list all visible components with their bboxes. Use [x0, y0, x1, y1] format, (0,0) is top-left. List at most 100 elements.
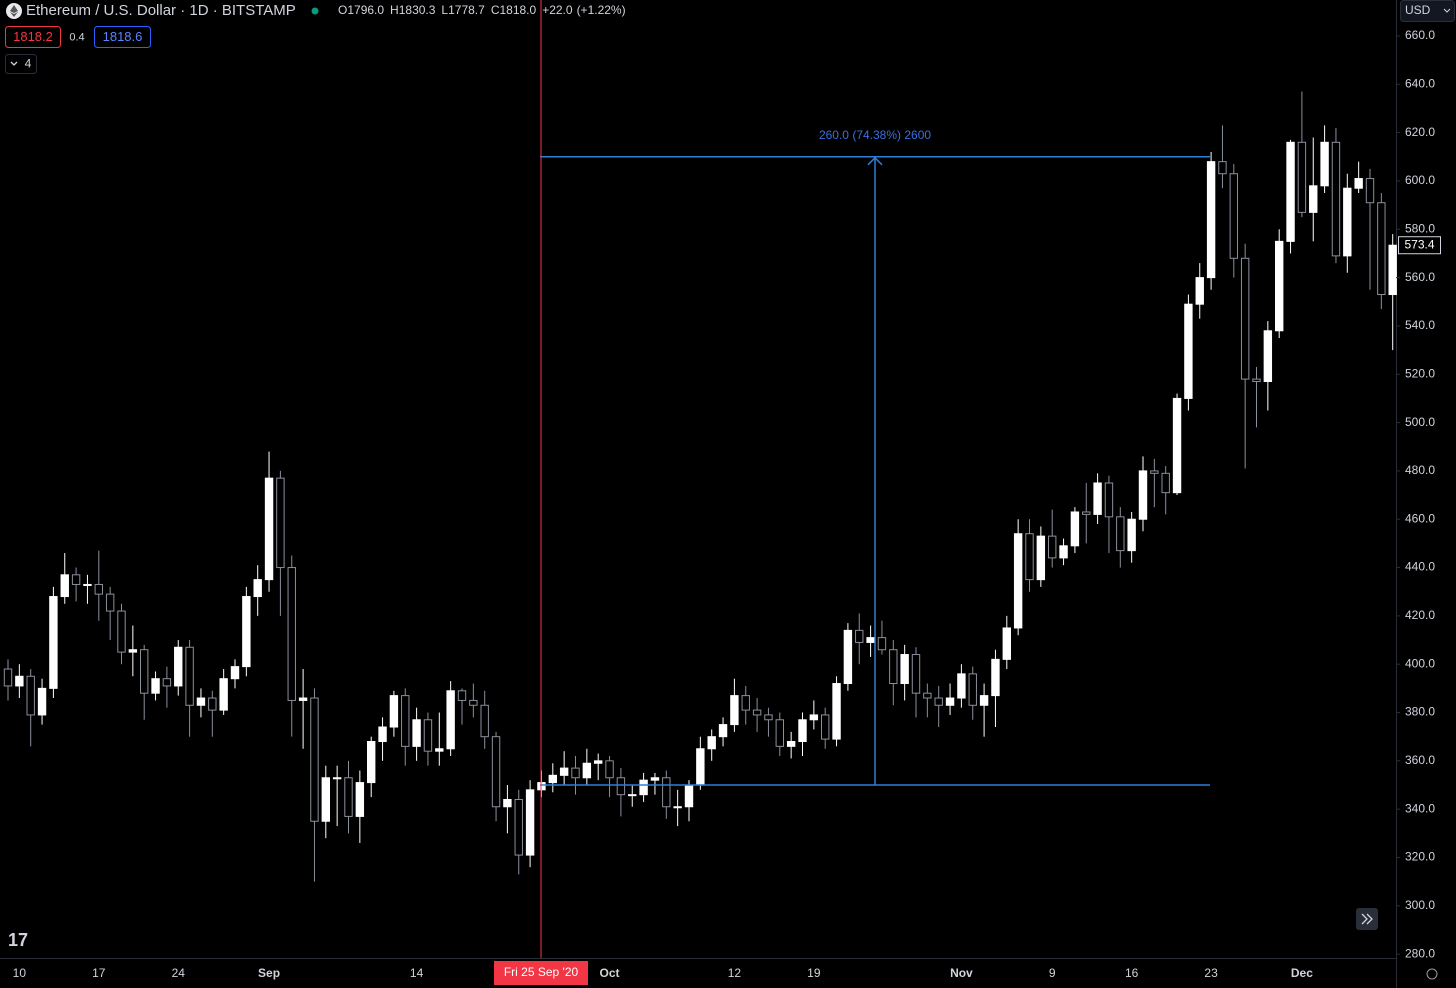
candle-body [696, 748, 705, 786]
candle-body [3, 668, 13, 687]
x-tick-label: 16 [1125, 966, 1139, 980]
candle-body [389, 695, 399, 728]
indicator-toggle[interactable] [5, 54, 37, 74]
candle-body [968, 673, 977, 706]
indicator-count: 4 [25, 57, 32, 71]
candle-body [83, 583, 92, 586]
bid-badge[interactable] [5, 26, 61, 48]
candle-body [843, 629, 853, 685]
candle-body [514, 799, 523, 856]
y-tick-label: 440.0 [1405, 560, 1435, 574]
candle-body [979, 695, 989, 706]
legend-value: 1778.7 [448, 3, 485, 17]
y-tick-label: 380.0 [1405, 705, 1435, 719]
plot [3, 91, 1397, 882]
candle-body [151, 678, 160, 694]
candle-body [1127, 518, 1136, 552]
candle-body [15, 675, 24, 687]
candle-body [752, 709, 762, 716]
candle-body [253, 579, 262, 598]
candle-body [310, 697, 319, 822]
y-tick-label: 420.0 [1405, 608, 1435, 622]
candle-body [1343, 187, 1352, 257]
ask-badge[interactable] [94, 26, 151, 48]
candle-body [809, 714, 819, 721]
x-tick-label: Oct [600, 966, 620, 980]
candle-body [1013, 533, 1023, 629]
candle-body [934, 697, 943, 706]
candle-body [423, 719, 433, 752]
candle-body [1263, 330, 1273, 383]
candle-body [1297, 141, 1307, 213]
candle-body [117, 610, 126, 653]
y-tick-label: 300.0 [1405, 898, 1435, 912]
y-tick-label: 340.0 [1405, 801, 1435, 815]
x-tick-label: 14 [410, 966, 424, 980]
market-status [311, 7, 319, 15]
x-tick-label: 17 [92, 966, 106, 980]
candle-body [1150, 470, 1159, 474]
candle-body [264, 477, 274, 581]
y-tick-label: 460.0 [1405, 511, 1435, 525]
legend-value: 1830.3 [399, 3, 436, 17]
candle-body [605, 760, 614, 779]
candle-body [1309, 185, 1318, 213]
scroll-icon [1361, 913, 1373, 925]
candle-body [457, 690, 467, 701]
currency-button[interactable] [1400, 0, 1455, 22]
x-tick-label: 24 [172, 966, 186, 980]
candle-body [344, 777, 353, 817]
candle-body [185, 646, 194, 706]
settings-icon[interactable] [1426, 968, 1438, 980]
x-tick-label: 23 [1204, 966, 1218, 980]
candle-body [208, 697, 217, 711]
candle-body [786, 741, 796, 747]
y-tick-label: 480.0 [1405, 463, 1435, 477]
last-price-box [1398, 236, 1441, 255]
candle-body [525, 789, 535, 856]
candle-body [855, 629, 864, 643]
candle-body [1048, 535, 1057, 559]
candle-body [1104, 482, 1114, 518]
candle-body [673, 806, 682, 809]
candle-body [1388, 244, 1397, 296]
candle-body [1195, 277, 1204, 305]
candle-body [616, 777, 626, 796]
y-tick-label: 320.0 [1405, 850, 1435, 864]
candle-body [503, 799, 512, 808]
candle-body [1240, 257, 1250, 380]
y-tick-label: 540.0 [1405, 318, 1435, 332]
candle-body [94, 583, 103, 595]
candle-body [548, 774, 557, 784]
candle-body [798, 719, 807, 743]
candle-body [957, 673, 966, 699]
candle-body [1218, 161, 1227, 175]
chevron [10, 61, 18, 66]
candle-body [1377, 202, 1386, 296]
candle-body [866, 637, 875, 643]
legend-key: H [390, 3, 399, 17]
candle-body [741, 695, 750, 711]
y-tick-label: 280.0 [1405, 946, 1435, 960]
candle-body [1036, 535, 1046, 581]
candle-body [889, 649, 898, 685]
candle-body [1184, 303, 1193, 399]
tv-logo: 17 [8, 930, 28, 950]
candle-body [26, 675, 35, 716]
candle-body [174, 646, 183, 687]
currency: USD [1405, 3, 1431, 17]
y-tick-label: 360.0 [1405, 753, 1435, 767]
bid-price: 1818.2 [13, 29, 53, 44]
candle-body [923, 692, 932, 699]
candle-body [559, 767, 569, 776]
candle-body [639, 779, 648, 796]
candle-body [49, 596, 58, 689]
candle-body [582, 762, 592, 779]
measure-label: 260.0 (74.38%) 2600 [819, 128, 931, 142]
y-tick-label: 640.0 [1405, 76, 1435, 90]
candle-body [321, 777, 331, 822]
candle-body [446, 690, 455, 750]
candle-body [900, 654, 909, 685]
candle-body [1161, 472, 1170, 494]
